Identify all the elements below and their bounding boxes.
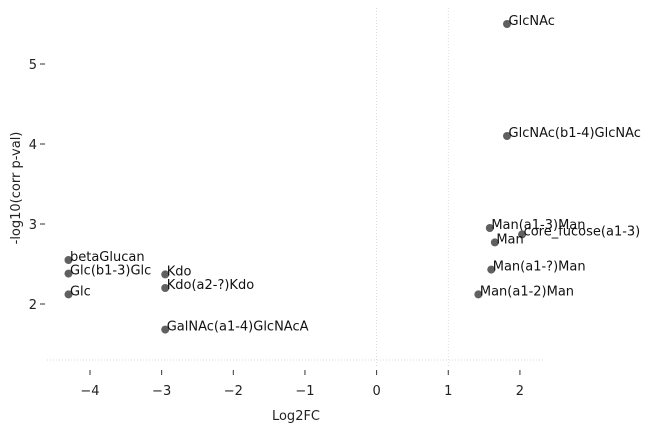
point-label: Man(a1-3)Man <box>491 218 585 233</box>
x-axis-label: Log2FC <box>272 409 320 424</box>
data-point <box>64 256 73 264</box>
point-label: Kdo(a2-?)Kdo <box>167 278 254 293</box>
point-label: betaGlucan <box>70 250 145 265</box>
point-label: Man(a1-2)Man <box>480 284 574 299</box>
y-tick-label: 3 <box>29 218 37 233</box>
y-tick-label: 5 <box>29 58 37 73</box>
data-point <box>64 290 73 299</box>
data-point <box>503 132 512 140</box>
data-point <box>518 230 527 239</box>
data-point <box>64 269 73 278</box>
x-tick-label: 2 <box>516 384 524 399</box>
point-label: GlcNAc(b1-4)GlcNAc <box>509 126 641 141</box>
data-point <box>487 265 496 274</box>
x-tick-label: −1 <box>295 384 314 399</box>
y-axis-ticks: 2 3 4 5 <box>29 58 45 313</box>
x-tick-label: −4 <box>80 384 99 399</box>
data-point <box>161 284 170 292</box>
data-point <box>161 325 170 334</box>
point-label: Glc <box>70 284 91 299</box>
y-tick-label: 2 <box>29 298 37 313</box>
data-point <box>474 290 483 299</box>
x-tick-label: 1 <box>444 384 452 399</box>
y-axis-label: -log10(corr p-val) <box>9 132 24 245</box>
point-label: GalNAc(a1-4)GlcNAcA <box>167 320 309 335</box>
grid-lines <box>47 8 545 368</box>
x-tick-label: −2 <box>224 384 243 399</box>
y-tick-label: 4 <box>29 138 37 153</box>
point-label: Glc(b1-3)Glc <box>70 264 151 279</box>
x-tick-label: −3 <box>152 384 171 399</box>
point-label: Kdo <box>167 264 192 279</box>
x-axis-ticks: −4 −3 −2 −1 0 1 2 <box>80 370 524 399</box>
point-label: GlcNAc <box>509 14 555 29</box>
x-tick-label: 0 <box>372 384 380 399</box>
data-point <box>161 270 170 279</box>
data-point <box>490 238 499 247</box>
data-point <box>485 224 494 232</box>
point-label: Man <box>496 232 523 247</box>
data-points: GlcNAc GlcNAc(b1-4)GlcNAc Man(a1-3)Mancore… <box>64 14 641 335</box>
data-point <box>503 20 512 28</box>
point-label: core_fucose(a1-3) <box>524 224 641 239</box>
point-label: Man(a1-?)Man <box>493 260 586 275</box>
